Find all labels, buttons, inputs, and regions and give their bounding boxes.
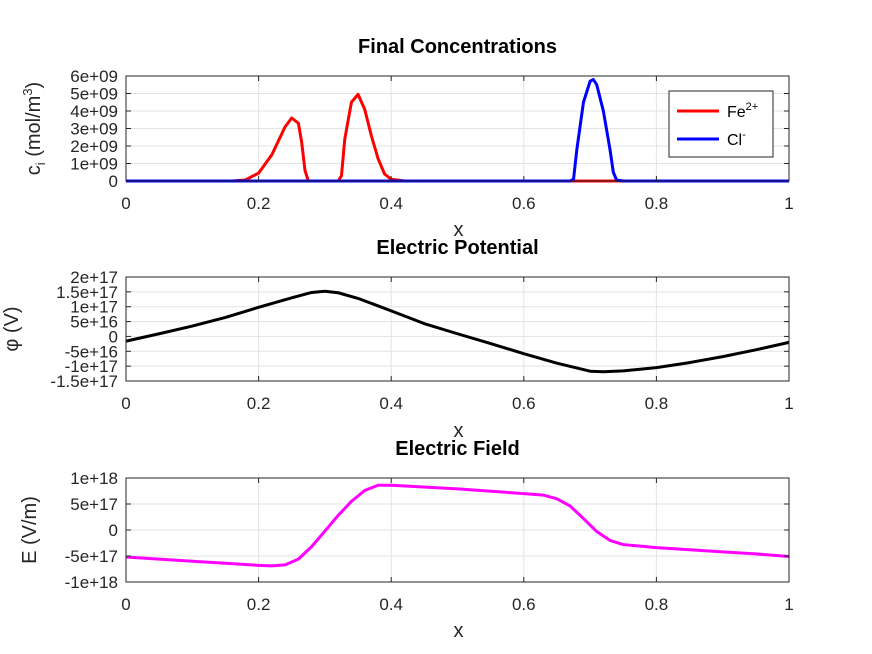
subplot-3: 0 0.2 0.4 0.6 0.8 1 -1e+18 -5e+17 0 5e+17 1e+18 Ele… [19, 438, 794, 642]
chart-title: Electric Field [395, 438, 520, 460]
series-line-2-1 [125, 289, 790, 374]
legend: Fe2+ Cl- [668, 90, 774, 158]
axes-background [126, 277, 789, 381]
y-tick-label: 1e+18 [70, 469, 118, 488]
y-tick-label: 0 [109, 172, 118, 191]
x-axis-label: x [454, 219, 464, 241]
y-tick-label: 1e+09 [70, 155, 118, 174]
y-tick-label: 0 [109, 327, 118, 346]
x-tick-label: 0.2 [247, 394, 271, 413]
y-tick-label: 0 [109, 521, 118, 540]
legend-box [668, 90, 774, 158]
x-tick-label: 0.2 [247, 595, 271, 614]
x-tick-label: 0.4 [379, 595, 403, 614]
y-tick-label: 1.5e+17 [56, 283, 118, 302]
x-tick-label: 0.6 [512, 595, 536, 614]
y-tick-label: 5e+16 [70, 313, 118, 332]
subplot-1: 0 0.2 0.4 0.6 0.8 101e+092e+093e+094e+095e+09… [20, 36, 794, 241]
x-tick-label: 0.8 [645, 394, 669, 413]
x-tick-label: 0.8 [645, 595, 669, 614]
y-tick-label: -5e+17 [65, 547, 118, 566]
x-tick-label: 1 [784, 394, 793, 413]
x-tick-label: 0.6 [512, 394, 536, 413]
y-axis-label: ci (mol/m3) [20, 82, 48, 175]
y-tick-label: -1e+18 [65, 573, 118, 592]
x-tick-label: 0.2 [247, 194, 271, 213]
x-tick-label: 1 [784, 595, 793, 614]
x-tick-label: 1 [784, 194, 793, 213]
y-tick-label: 1e+17 [70, 298, 118, 317]
series-line-1-2 [126, 78, 789, 183]
y-tick-label: 2e+09 [70, 137, 118, 156]
y-tick-label: 4e+09 [70, 102, 118, 121]
series-line-3-1 [125, 483, 790, 568]
y-axis-label: φ (V) [1, 306, 23, 351]
x-axis-label: x [454, 420, 464, 442]
x-tick-label: 0.8 [645, 194, 669, 213]
chart-title: Electric Potential [376, 237, 538, 259]
axes-frame [125, 276, 790, 382]
x-tick-label: 0.4 [379, 394, 403, 413]
y-axis-label: E (V/m) [19, 496, 41, 564]
x-tick-label: 0.6 [512, 194, 536, 213]
subplot-2: 0 0.2 0.4 0.6 0.8 1-1.5e+17-1e+17-5e+1605e+16… [1, 237, 794, 442]
x-tick-label: 0 [121, 194, 130, 213]
y-tick-label: 5e+09 [70, 85, 118, 104]
y-tick-label: 6e+09 [70, 67, 118, 86]
x-axis-label: x [454, 620, 464, 642]
legend-label: Cl- [727, 129, 746, 149]
y-tick-label: -5e+16 [65, 342, 118, 361]
legend-label: Fe2+ [727, 101, 758, 121]
y-tick-label: 5e+17 [70, 495, 118, 514]
y-tick-label: 3e+09 [70, 120, 118, 139]
x-tick-label: 0.4 [379, 194, 403, 213]
y-tick-label: 2e+17 [70, 268, 118, 287]
y-tick-label: -1.5e+17 [50, 372, 118, 391]
chart-title: Final Concentrations [358, 36, 557, 58]
x-tick-label: 0 [121, 394, 130, 413]
y-tick-label: -1e+17 [65, 357, 118, 376]
x-tick-label: 0 [121, 595, 130, 614]
